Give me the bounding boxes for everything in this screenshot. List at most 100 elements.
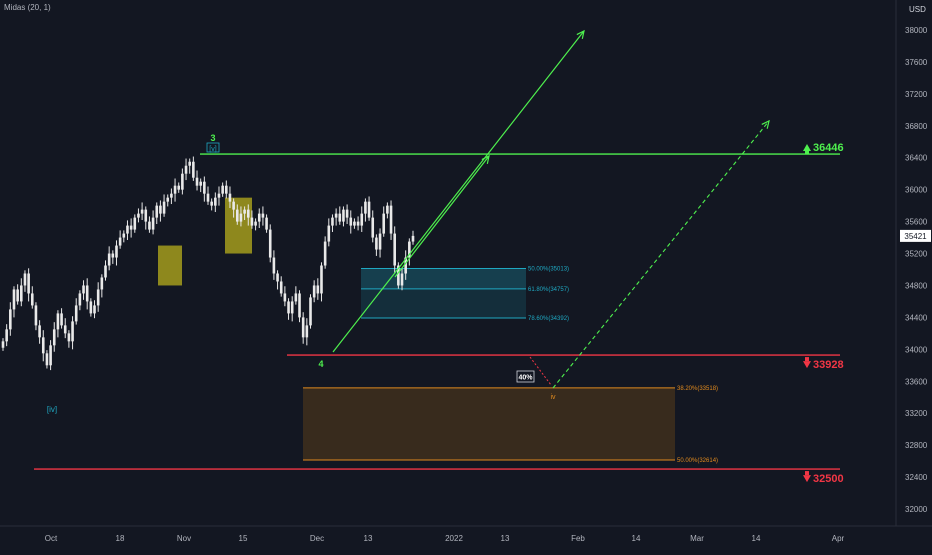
fib-level-label: 50.00%(35013) <box>528 266 569 272</box>
y-tick-label: 32000 <box>905 505 928 514</box>
y-tick-label: 34400 <box>905 313 928 322</box>
y-tick-label: 36000 <box>905 186 928 195</box>
candle-body <box>184 165 188 174</box>
candle-body <box>12 289 16 310</box>
candle-body <box>364 201 367 214</box>
annotations: 50.00%(35013) 61.80%(34757) 78.60%(34392) 3… <box>47 133 844 485</box>
candle-body <box>367 201 371 218</box>
candle-body <box>104 265 107 278</box>
x-tick-label: 2022 <box>445 534 463 543</box>
axes: 38000 37600 37200 36800 36400 36000 35600 35200… <box>0 0 932 543</box>
candle-body <box>411 235 415 242</box>
fib-zone-orange <box>303 387 675 460</box>
candle-body <box>122 233 126 238</box>
candle-body <box>155 205 159 218</box>
candle-body <box>129 225 133 230</box>
candle-body <box>148 221 151 230</box>
last-price-tag <box>900 229 931 242</box>
wave-label-3: 3 <box>210 133 215 143</box>
candle-body <box>250 217 254 226</box>
candle-body <box>386 205 389 214</box>
candle-body <box>342 209 345 222</box>
candle-body <box>338 213 342 222</box>
candle-body <box>96 289 100 306</box>
candle-body <box>287 301 290 314</box>
candle-body <box>235 209 239 222</box>
candle-body <box>301 317 305 338</box>
candle-body <box>56 313 60 330</box>
candle-body <box>400 273 404 286</box>
candle-body <box>261 213 265 218</box>
candle-body <box>45 353 49 366</box>
candle-body <box>89 301 93 314</box>
level-label: 36446 <box>813 142 844 154</box>
candle-body <box>60 313 63 326</box>
down-arrow-stem <box>805 471 809 476</box>
candle-body <box>137 213 140 218</box>
candle-body <box>170 193 173 198</box>
arrow-head <box>576 29 585 39</box>
candle-body <box>309 297 312 326</box>
y-tick-label: 33600 <box>905 377 928 386</box>
candles <box>1 156 415 371</box>
percent-tag-box <box>516 370 535 383</box>
candle-body <box>159 205 162 214</box>
candle-body <box>34 305 38 326</box>
y-tick-label: 34000 <box>905 345 928 354</box>
candle-body <box>323 241 327 266</box>
zones <box>158 197 675 461</box>
candle-body <box>166 197 170 202</box>
y-tick-label: 37600 <box>905 58 928 67</box>
candle-body <box>111 253 115 258</box>
fib-level-label: 78.60%(34392) <box>528 316 569 322</box>
y-tick-label: 35200 <box>905 250 928 259</box>
candle-body <box>52 329 56 346</box>
candle-body <box>257 213 261 222</box>
candle-body <box>16 289 19 302</box>
fib-zone-lower <box>361 288 526 319</box>
candle-body <box>192 161 195 178</box>
projection-arrow-long <box>332 30 585 353</box>
x-tick-label: Mar <box>690 534 704 543</box>
candle-body <box>126 225 129 234</box>
fib-level-label: 50.00%(32614) <box>677 458 718 464</box>
projection-dashed <box>552 120 770 389</box>
candle-body <box>254 221 257 226</box>
olive-box <box>158 245 182 286</box>
candle-body <box>144 209 148 222</box>
candle-body <box>243 209 246 214</box>
support-tag-2: 32500 <box>803 471 844 485</box>
y-tick-label: 35600 <box>905 218 928 227</box>
candle-body <box>162 201 166 214</box>
candle-body <box>290 301 294 314</box>
candle-body <box>239 213 243 222</box>
candle-body <box>221 185 224 194</box>
candle-body <box>375 237 378 250</box>
candle-body <box>27 273 30 294</box>
candle-body <box>312 285 316 298</box>
candle-body <box>115 245 118 258</box>
trend-lines <box>34 29 840 470</box>
candle-body <box>349 217 353 226</box>
candle-body <box>371 217 375 238</box>
y-tick-label: 34800 <box>905 281 928 290</box>
wave-label-v: [v] <box>209 146 216 153</box>
candle-body <box>298 293 301 318</box>
up-arrow-stem <box>805 150 809 155</box>
candle-body <box>82 285 85 294</box>
indicator-label: Midas (20, 1) <box>4 3 51 12</box>
candle-body <box>188 161 191 166</box>
candle-body <box>195 177 199 186</box>
candle-body <box>85 285 89 302</box>
y-tick-label: 36800 <box>905 122 928 131</box>
candle-body <box>331 217 334 226</box>
candle-body <box>327 225 331 242</box>
last-price-label: 35421 <box>904 232 927 241</box>
candle-body <box>397 265 400 286</box>
fib-zone-upper <box>361 268 526 289</box>
fib-level-label: 38.20%(33518) <box>677 386 718 392</box>
candle-body <box>20 285 23 302</box>
candle-body <box>408 241 411 258</box>
